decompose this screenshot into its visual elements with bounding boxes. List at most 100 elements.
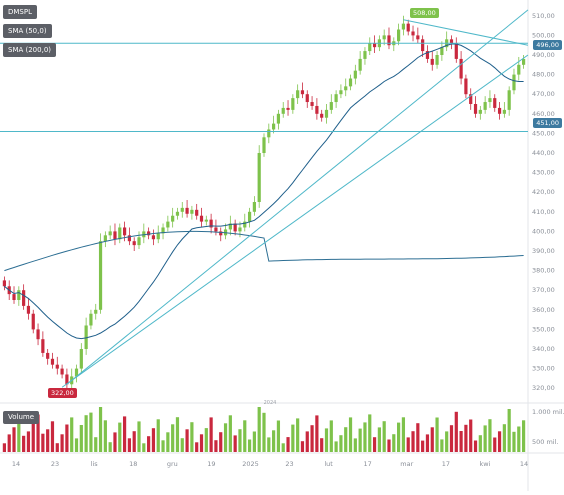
candle-body [339, 90, 343, 95]
volume-bar [17, 417, 21, 452]
y-tick-label: 450,00 [532, 129, 555, 137]
candle-body [132, 241, 136, 246]
candle-body [310, 102, 314, 106]
candle-body [344, 86, 348, 91]
candle-body [406, 23, 410, 32]
volume-bar [142, 443, 146, 452]
candle-body [228, 223, 232, 230]
candle-body [55, 364, 59, 369]
candle-body [368, 43, 372, 52]
x-tick-label: 19 [207, 460, 215, 468]
candle-body [219, 231, 223, 236]
y-tick-label: 410,00 [532, 208, 555, 216]
volume-bar [89, 412, 93, 452]
candle-body [151, 235, 156, 240]
volume-bar [65, 424, 69, 452]
y-tick-label: 370,00 [532, 286, 555, 294]
volume-bar [425, 434, 430, 452]
candle-body [430, 58, 434, 65]
candle-body [103, 235, 107, 242]
candle-body [26, 305, 31, 314]
resistance-tag: 496,00 [533, 40, 562, 50]
volume-bar [55, 443, 59, 452]
x-tick-label: 2025 [242, 460, 259, 468]
candle-body [517, 64, 521, 75]
candle-body [118, 227, 122, 240]
candle-body [454, 43, 458, 59]
volume-bar [166, 432, 170, 452]
volume-bar [267, 437, 271, 452]
volume-bar [521, 420, 526, 452]
volume-bar [416, 423, 420, 452]
volume-bar [247, 439, 252, 452]
candle-body [334, 94, 338, 103]
candle-body [257, 153, 261, 202]
x-tick-label: 14 [520, 460, 528, 468]
candle-body [276, 113, 281, 124]
volume-bar [445, 431, 449, 452]
candle-body [137, 237, 141, 246]
candle-body [411, 31, 415, 36]
volume-bar [180, 438, 184, 452]
volume-bar [517, 426, 521, 452]
candle-body [363, 51, 367, 59]
volume-bar [478, 435, 482, 452]
candle-body [204, 219, 208, 222]
volume-bar [377, 427, 381, 452]
volume-axis-label: 1.000 mil. [532, 408, 564, 416]
volume-label: Volume [3, 411, 40, 424]
volume-bar [122, 416, 127, 452]
volume-bar [324, 428, 329, 452]
candle-body [502, 109, 506, 114]
candle-body [2, 280, 7, 287]
volume-bar [262, 412, 266, 452]
volume-bar [228, 415, 232, 452]
y-tick-label: 330,00 [532, 365, 555, 373]
candle-body [36, 329, 40, 340]
volume-bar [502, 424, 506, 452]
volume-bar [469, 419, 473, 452]
volume-bar [190, 422, 194, 452]
y-tick-label: 400,00 [532, 227, 555, 235]
volume-bar [392, 434, 396, 452]
x-tick-label: lis [91, 460, 99, 468]
candle-body [22, 290, 26, 306]
volume-bar [98, 407, 103, 452]
legend-symbol[interactable]: DMSPL [3, 5, 37, 19]
candle-body [199, 215, 204, 222]
y-tick-label: 390,00 [532, 247, 555, 255]
candle-body [50, 358, 55, 365]
candle-body [382, 35, 386, 40]
x-tick-label: 23 [51, 460, 59, 468]
volume-bar [22, 435, 26, 452]
volume-bar [127, 438, 131, 452]
candle-body [98, 241, 103, 310]
volume-bar [348, 417, 353, 452]
volume-bar [334, 441, 338, 452]
legend-sma-fast[interactable]: SMA (50,0) [3, 24, 52, 38]
legend-sma-slow[interactable]: SMA (200,0) [3, 43, 56, 57]
volume-bar [233, 435, 237, 452]
volume-bar [243, 420, 247, 452]
x-tick-label: 17 [364, 460, 372, 468]
candle-body [161, 227, 165, 234]
volume-bar [296, 418, 300, 452]
x-tick-label: lut [324, 460, 333, 468]
volume-bar [440, 439, 444, 452]
y-tick-label: 490,00 [532, 51, 555, 59]
volume-bar [310, 425, 314, 452]
volume-bar [344, 427, 348, 452]
midline-label: 2024 [264, 400, 277, 406]
candle-body [387, 35, 391, 46]
y-tick-label: 320,00 [532, 384, 555, 392]
volume-bar [507, 409, 511, 452]
volume-bar [401, 417, 406, 452]
candle-body [94, 309, 98, 314]
x-tick-label: gru [167, 460, 178, 468]
volume-bar [387, 439, 391, 452]
candle-body [464, 78, 468, 95]
volume-bar [512, 431, 516, 452]
